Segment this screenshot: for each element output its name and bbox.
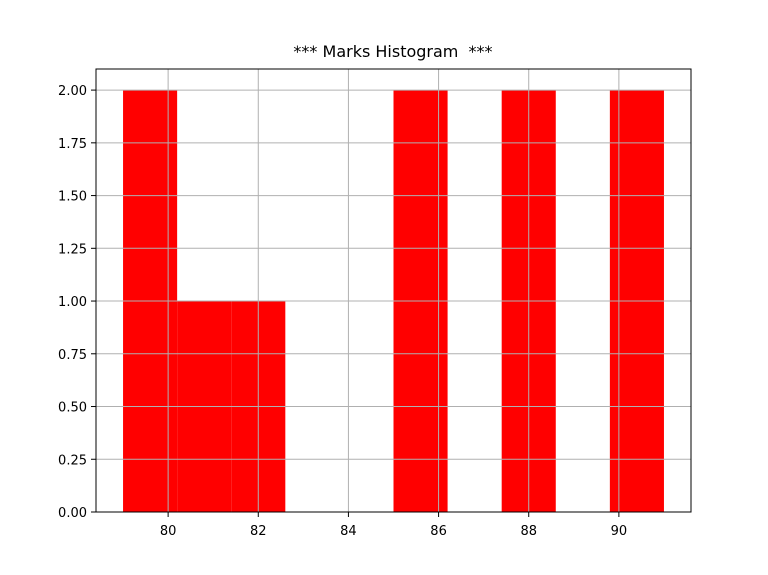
y-tick-label: 0.25 xyxy=(58,453,87,468)
x-tick-label: 90 xyxy=(611,524,628,539)
y-tick-label: 2.00 xyxy=(58,84,87,99)
y-tick-label: 0.50 xyxy=(58,401,87,416)
x-tick-label: 82 xyxy=(250,524,267,539)
chart-title: *** Marks Histogram *** xyxy=(293,42,492,61)
y-tick-label: 1.75 xyxy=(58,137,87,152)
y-axis: 0.00 0.25 0.50 0.75 1.00 1.25 1.50 1.75 2.00 xyxy=(58,84,96,521)
plot-frame xyxy=(95,68,692,513)
y-tick-label: 1.50 xyxy=(58,190,87,205)
y-tick-label: 0.75 xyxy=(58,348,87,363)
grid-layer xyxy=(96,69,691,513)
x-tick-label: 84 xyxy=(340,524,357,539)
x-tick-label: 88 xyxy=(520,524,537,539)
y-tick-label: 1.00 xyxy=(58,295,87,310)
y-tick-label: 0.00 xyxy=(58,506,87,521)
x-tick-label: 86 xyxy=(430,524,447,539)
x-axis: 80 82 84 86 88 90 xyxy=(160,512,627,539)
x-tick-label: 80 xyxy=(160,524,177,539)
y-tick-label: 1.25 xyxy=(58,242,87,257)
